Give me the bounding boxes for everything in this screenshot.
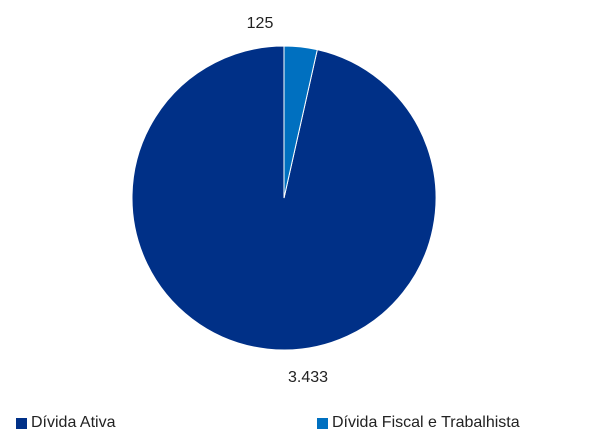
legend-swatch-divida-fiscal <box>317 417 328 429</box>
data-label-divida-fiscal: 125 <box>247 15 274 32</box>
legend-item-divida-ativa: Dívida Ativa <box>16 414 115 432</box>
legend-label-divida-fiscal: Dívida Fiscal e Trabalhista <box>332 414 520 431</box>
legend-item-divida-fiscal: Dívida Fiscal e Trabalhista <box>317 414 520 432</box>
pie-chart: 3.433 125 <box>131 15 437 386</box>
legend-label-divida-ativa: Dívida Ativa <box>31 414 116 431</box>
data-label-divida-ativa: 3.433 <box>288 369 328 386</box>
legend-swatch-divida-ativa <box>16 417 27 429</box>
pie-slice-divida-fiscal <box>283 45 318 199</box>
pie-slices <box>131 45 437 351</box>
